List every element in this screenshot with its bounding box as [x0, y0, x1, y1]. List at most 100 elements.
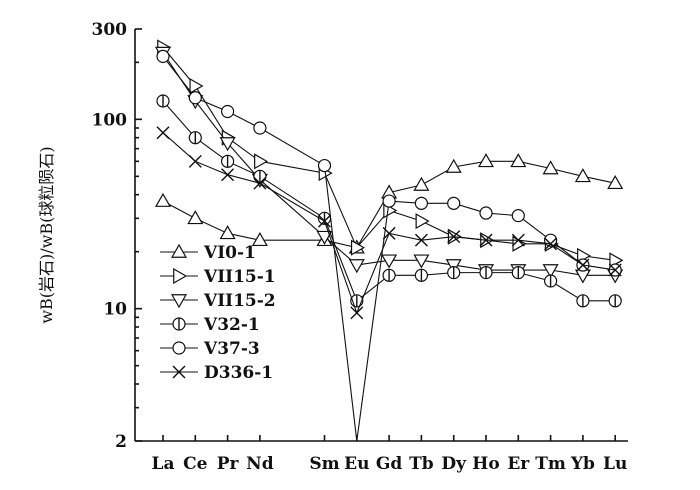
data-point	[318, 214, 331, 228]
legend-item-vii15-2: VII15-2	[160, 291, 276, 311]
data-point	[189, 77, 204, 95]
data-point	[608, 263, 622, 277]
data-point	[221, 168, 235, 182]
data-point	[219, 137, 236, 152]
data-point	[542, 264, 559, 279]
data-point	[574, 168, 591, 183]
data-point	[447, 196, 461, 210]
data-point-stroke	[188, 154, 202, 168]
data-point	[188, 131, 202, 145]
x-tick-label-tm: Tm	[535, 454, 566, 474]
data-point	[447, 230, 461, 244]
data-point	[170, 243, 188, 258]
data-point-stroke	[479, 233, 493, 247]
data-point-stroke	[253, 176, 267, 190]
legend-item-v32-1: V32-1	[160, 315, 260, 335]
data-point	[253, 176, 267, 190]
data-point-stroke	[156, 126, 170, 140]
data-point-stroke	[608, 263, 622, 277]
data-point	[511, 209, 525, 223]
y-ticks: 2 10 100 300	[92, 20, 142, 452]
data-point	[479, 206, 493, 220]
x-tick-label-la: La	[152, 454, 175, 474]
data-point-stroke	[414, 233, 428, 247]
data-point	[154, 192, 172, 207]
data-point-stroke	[172, 365, 186, 379]
data-point	[172, 365, 186, 379]
data-point-stroke	[382, 226, 396, 240]
series-vi0-1	[154, 153, 624, 254]
legend-item-vii15-1: VII15-1	[160, 267, 276, 287]
data-point	[317, 158, 332, 173]
series-line	[162, 132, 616, 315]
data-point	[543, 274, 558, 288]
series-v32-1	[156, 94, 622, 308]
data-point	[188, 154, 202, 168]
data-point	[254, 153, 269, 170]
series-d336-1	[156, 126, 622, 320]
data-point	[251, 231, 268, 247]
data-point	[382, 194, 396, 208]
data-point	[382, 268, 396, 282]
legend-item-v37-3: V37-3	[160, 339, 260, 359]
y-axis-label: wB(岩石)/wB(球粒陨石)	[37, 146, 56, 323]
data-point	[221, 154, 235, 168]
data-point	[348, 259, 365, 274]
legend: VI0-1 VII15-1 VII15-2 V32-1 V37-3 D336-1	[160, 243, 276, 383]
data-point	[156, 94, 170, 108]
data-point	[607, 174, 624, 190]
data-point-stroke	[221, 168, 235, 182]
data-point	[445, 158, 462, 173]
axes	[134, 29, 628, 442]
data-point	[608, 294, 622, 308]
data-point	[253, 169, 267, 183]
x-tick-label-yb: Yb	[570, 454, 595, 474]
legend-label: V37-3	[203, 339, 260, 359]
x-tick-label-pr: Pr	[217, 454, 240, 474]
x-tick-label-tb: Tb	[409, 454, 434, 474]
y-tick-label: 100	[92, 110, 128, 130]
series-line	[162, 46, 616, 261]
data-point	[510, 153, 527, 168]
x-tick-label-nd: Nd	[246, 454, 274, 474]
data-point	[445, 259, 462, 274]
y-tick-label: 2	[115, 432, 127, 452]
data-point	[576, 294, 590, 308]
data-point-stroke	[544, 237, 558, 251]
x-tick-label-gd: Gd	[376, 454, 403, 474]
data-point	[221, 104, 235, 119]
data-point	[413, 254, 430, 269]
data-point	[187, 210, 204, 225]
data-point	[172, 341, 186, 355]
legend-label: VI0-1	[203, 243, 256, 263]
x-tick-label-ho: Ho	[472, 454, 499, 474]
data-point	[576, 258, 590, 272]
data-point	[173, 267, 188, 285]
data-point	[542, 160, 559, 175]
y-tick-label: 10	[103, 300, 127, 320]
legend-label: VII15-1	[203, 267, 276, 287]
data-point	[253, 121, 267, 135]
x-tick-label-lu: Lu	[603, 454, 627, 474]
series-line	[162, 52, 616, 276]
legend-item-vi0-1: VI0-1	[160, 243, 256, 263]
data-point-stroke	[576, 258, 590, 272]
data-point	[350, 239, 366, 256]
data-point	[188, 91, 202, 105]
x-tick-label-dy: Dy	[441, 454, 467, 474]
legend-label: V32-1	[203, 315, 260, 335]
data-point	[415, 213, 430, 230]
data-point	[381, 254, 398, 269]
data-point-stroke	[447, 230, 461, 244]
data-point	[511, 266, 525, 280]
data-point	[170, 294, 188, 309]
legend-item-d336-1: D336-1	[160, 363, 273, 383]
legend-label: D336-1	[204, 363, 273, 383]
data-point	[350, 306, 364, 320]
data-point	[414, 268, 428, 282]
x-tick-label-ce: Ce	[183, 454, 208, 474]
data-point	[479, 233, 493, 247]
data-point	[479, 266, 493, 280]
x-tick-label-eu: Eu	[344, 454, 369, 474]
